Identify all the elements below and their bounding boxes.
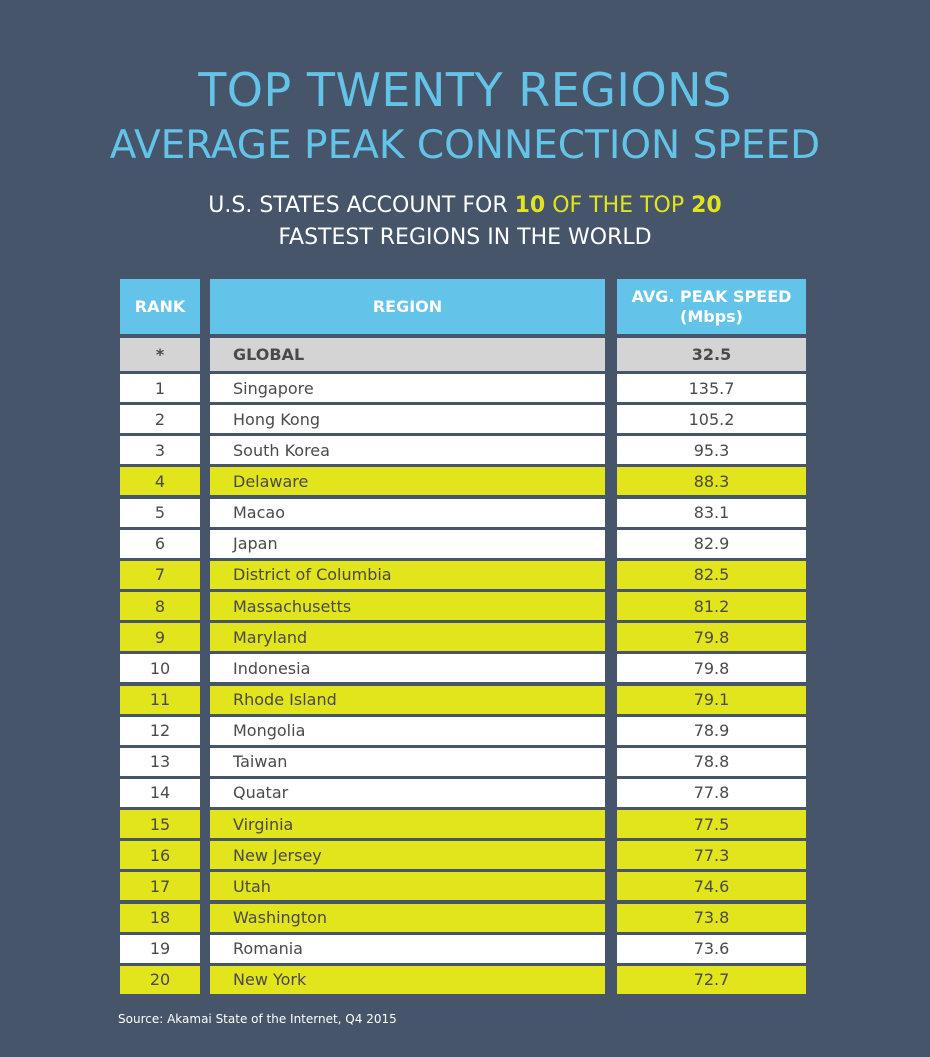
speed-cell: 78.8 — [617, 747, 806, 776]
speed-cell: 95.3 — [617, 436, 806, 465]
rank-cell: 4 — [120, 467, 200, 496]
region-cell: Romania — [210, 934, 605, 963]
region-cell: New York — [210, 965, 605, 994]
region-cell: Mongolia — [210, 716, 605, 745]
subtitle-number: 20 — [691, 193, 722, 218]
subtitle-highlight: OF THE TOP — [545, 193, 692, 218]
rank-cell: 15 — [120, 810, 200, 839]
header-speed-label: AVG. PEAK SPEED — [631, 286, 792, 306]
rank-cell: 6 — [120, 529, 200, 558]
region-cell: New Jersey — [210, 841, 605, 870]
subtitle-line2: FASTEST REGIONS IN THE WORLD — [278, 225, 652, 250]
title: TOP TWENTY REGIONS — [198, 63, 732, 117]
rank-cell: 17 — [120, 872, 200, 901]
rank-cell: 7 — [120, 560, 200, 589]
speed-cell: 79.8 — [617, 623, 806, 652]
header-speed: AVG. PEAK SPEED (Mbps) — [617, 279, 806, 334]
rank-cell: 16 — [120, 841, 200, 870]
global-speed: 32.5 — [617, 338, 806, 371]
rank-cell: 12 — [120, 716, 200, 745]
region-cell: Hong Kong — [210, 405, 605, 434]
region-cell: Indonesia — [210, 654, 605, 683]
region-cell: Quatar — [210, 778, 605, 807]
rank-cell: 18 — [120, 903, 200, 932]
speed-cell: 79.1 — [617, 685, 806, 714]
region-cell: Washington — [210, 903, 605, 932]
region-cell: Singapore — [210, 374, 605, 402]
speed-cell: 79.8 — [617, 654, 806, 683]
header-rank: RANK — [120, 279, 200, 334]
speed-cell: 105.2 — [617, 405, 806, 434]
speed-cell: 73.8 — [617, 903, 806, 932]
subtitle: U.S. STATES ACCOUNT FOR 10 OF THE TOP 20… — [0, 190, 930, 254]
region-cell: Taiwan — [210, 747, 605, 776]
speed-cell: 81.2 — [617, 592, 806, 621]
rank-cell: 11 — [120, 685, 200, 714]
speed-cell: 78.9 — [617, 716, 806, 745]
rank-cell: 13 — [120, 747, 200, 776]
subtitle-text: U.S. STATES ACCOUNT FOR — [208, 193, 515, 218]
rank-cell: 2 — [120, 405, 200, 434]
speed-cell: 73.6 — [617, 934, 806, 963]
speed-cell: 88.3 — [617, 467, 806, 496]
region-cell: Delaware — [210, 467, 605, 496]
global-region: GLOBAL — [210, 338, 605, 371]
speed-cell: 83.1 — [617, 498, 806, 527]
region-cell: Virginia — [210, 810, 605, 839]
rank-cell: 3 — [120, 436, 200, 465]
region-cell: South Korea — [210, 436, 605, 465]
speed-cell: 135.7 — [617, 374, 806, 402]
region-cell: Rhode Island — [210, 685, 605, 714]
region-cell: District of Columbia — [210, 560, 605, 589]
speed-cell: 77.3 — [617, 841, 806, 870]
speed-cell: 74.6 — [617, 872, 806, 901]
speed-cell: 77.8 — [617, 778, 806, 807]
region-cell: Massachusetts — [210, 592, 605, 621]
region-cell: Utah — [210, 872, 605, 901]
region-cell: Macao — [210, 498, 605, 527]
source-note: Source: Akamai State of the Internet, Q4… — [118, 1012, 397, 1026]
global-rank: * — [120, 338, 200, 371]
rank-cell: 19 — [120, 934, 200, 963]
rank-cell: 8 — [120, 592, 200, 621]
subtitle-number: 10 — [514, 193, 546, 218]
speed-cell: 77.5 — [617, 810, 806, 839]
region-cell: Japan — [210, 529, 605, 558]
rank-cell: 5 — [120, 498, 200, 527]
title-secondary: AVERAGE PEAK CONNECTION SPEED — [109, 123, 821, 168]
speed-cell: 82.5 — [617, 560, 806, 589]
rank-cell: 20 — [120, 965, 200, 994]
header-region: REGION — [210, 279, 605, 334]
header-speed-unit: (Mbps) — [680, 306, 743, 326]
rank-cell: 1 — [120, 374, 200, 402]
rank-cell: 14 — [120, 778, 200, 807]
region-cell: Maryland — [210, 623, 605, 652]
rank-cell: 9 — [120, 623, 200, 652]
rank-cell: 10 — [120, 654, 200, 683]
speed-cell: 82.9 — [617, 529, 806, 558]
speed-cell: 72.7 — [617, 965, 806, 994]
